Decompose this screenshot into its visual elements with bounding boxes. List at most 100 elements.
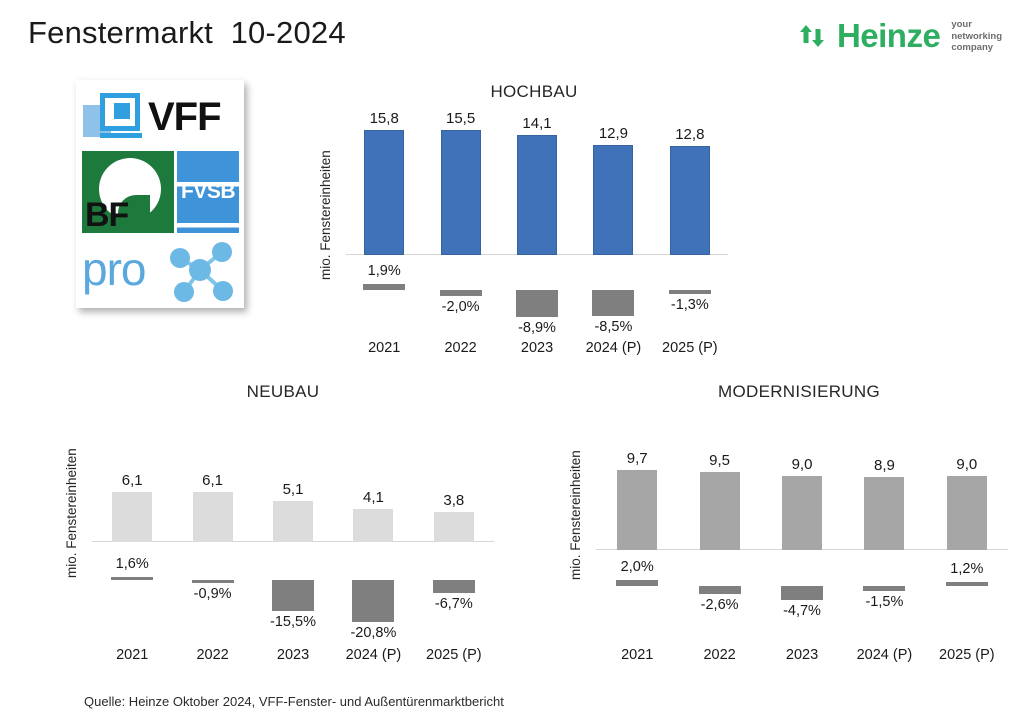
value-label: 8,9 bbox=[873, 457, 895, 475]
value-bar-column[interactable]: 9,5 bbox=[678, 410, 760, 550]
value-label: 12,8 bbox=[675, 126, 705, 144]
change-bar[interactable] bbox=[592, 290, 635, 316]
change-bar-column[interactable]: 2,0% bbox=[596, 559, 678, 646]
change-label: 1,2% bbox=[950, 561, 984, 577]
value-bar-column[interactable]: 15,5 bbox=[422, 110, 498, 255]
value-label: 9,5 bbox=[709, 451, 731, 469]
value-bar-column[interactable]: 12,8 bbox=[652, 110, 728, 255]
value-bar[interactable] bbox=[440, 130, 481, 255]
change-bar[interactable] bbox=[191, 580, 234, 583]
change-label: -4,7% bbox=[783, 603, 821, 619]
change-bar[interactable] bbox=[698, 586, 741, 594]
x-axis-tick-label: 2025 (P) bbox=[426, 647, 482, 663]
value-bar[interactable] bbox=[364, 130, 405, 255]
chart-title: MODERNISIERUNG bbox=[718, 382, 880, 401]
change-bar-column[interactable]: -1,5% bbox=[843, 560, 925, 646]
value-bar[interactable] bbox=[946, 475, 987, 550]
value-bar[interactable] bbox=[517, 134, 558, 255]
change-label: -8,9% bbox=[518, 320, 556, 336]
change-bar[interactable] bbox=[363, 284, 406, 290]
change-bar-column[interactable]: -2,0% bbox=[422, 264, 498, 336]
change-bar-column[interactable]: -1,3% bbox=[652, 264, 728, 336]
x-axis-tick-label: 2023 bbox=[785, 647, 819, 663]
change-bars: 1,9% -2,0% -8,9% -8,5% -1,3% bbox=[346, 263, 728, 336]
change-bar-column[interactable]: -8,9% bbox=[499, 264, 575, 336]
value-bar[interactable] bbox=[273, 500, 314, 542]
change-plot-area: 2,0% -2,6% -4,7% -1,5% 1,2% bbox=[596, 559, 1008, 646]
molecule-icon bbox=[160, 236, 238, 304]
value-label: 5,1 bbox=[282, 480, 304, 498]
change-bars: 1,6% -0,9% -15,5% -20,8% -6,7% bbox=[92, 554, 494, 646]
chart-title: NEUBAU bbox=[246, 382, 320, 401]
value-bar[interactable] bbox=[353, 508, 394, 542]
value-bar-column[interactable]: 9,0 bbox=[926, 410, 1008, 550]
value-bar-column[interactable]: 9,0 bbox=[761, 410, 843, 550]
value-bar[interactable] bbox=[782, 475, 823, 550]
association-logo-block: VFF BF FVSB pro bbox=[76, 80, 244, 308]
x-axis-tick-label: 2021 bbox=[621, 647, 654, 663]
value-label: 14,1 bbox=[522, 114, 552, 132]
pro-label: pro bbox=[82, 243, 146, 295]
chart-title: HOCHBAU bbox=[490, 82, 578, 101]
change-bar-column[interactable]: 1,2% bbox=[926, 560, 1008, 646]
value-bar-column[interactable]: 15,8 bbox=[346, 110, 422, 255]
value-bar[interactable] bbox=[864, 477, 905, 550]
change-bar[interactable] bbox=[432, 580, 475, 593]
change-bar[interactable] bbox=[781, 586, 824, 600]
brand-tagline-line1: your bbox=[951, 19, 972, 30]
vff-label: VFF bbox=[148, 95, 222, 139]
value-label: 12,9 bbox=[598, 124, 629, 142]
change-label: 1,9% bbox=[367, 263, 401, 279]
change-bar-column[interactable]: -20,8% bbox=[333, 554, 413, 646]
change-bar[interactable] bbox=[945, 582, 988, 586]
x-axis-tick-label: 2022 bbox=[444, 340, 477, 356]
brand-name: Heinze bbox=[836, 17, 941, 55]
change-bar-column[interactable]: -8,5% bbox=[575, 264, 651, 336]
value-bar-column[interactable]: 8,9 bbox=[843, 410, 925, 550]
change-bar[interactable] bbox=[668, 290, 711, 294]
change-bar-column[interactable]: -6,7% bbox=[414, 554, 494, 646]
value-bar-column[interactable]: 4,1 bbox=[333, 404, 413, 542]
change-bar[interactable] bbox=[516, 290, 559, 317]
value-label: 15,5 bbox=[446, 110, 476, 127]
value-bars: 6,1 6,1 5,1 4,1 3,8 bbox=[92, 404, 494, 542]
change-bar-column[interactable]: 1,6% bbox=[92, 554, 172, 646]
change-bar[interactable] bbox=[863, 586, 906, 591]
value-bar-column[interactable]: 9,7 bbox=[596, 410, 678, 550]
change-label: -20,8% bbox=[350, 625, 397, 641]
value-bar[interactable] bbox=[192, 492, 233, 542]
value-bar-column[interactable]: 3,8 bbox=[414, 404, 494, 542]
value-label: 9,7 bbox=[626, 450, 648, 468]
value-bars: 15,8 15,5 14,1 12,9 12,8 bbox=[346, 110, 728, 255]
change-bar[interactable] bbox=[352, 580, 395, 622]
x-axis-categories: 2021 2022 2023 2024 (P) 2025 (P) bbox=[92, 647, 494, 663]
brand-tagline: your networking company bbox=[951, 19, 1002, 54]
change-bar-column[interactable]: -15,5% bbox=[253, 554, 333, 646]
change-bar[interactable] bbox=[439, 290, 482, 296]
value-bar[interactable] bbox=[617, 470, 658, 550]
change-bar[interactable] bbox=[616, 580, 659, 586]
value-label: 4,1 bbox=[362, 488, 384, 506]
value-bar[interactable] bbox=[433, 511, 474, 542]
value-label: 6,1 bbox=[121, 472, 143, 490]
value-bar[interactable] bbox=[593, 144, 634, 255]
change-bar-column[interactable]: 1,9% bbox=[346, 263, 422, 336]
value-bar[interactable] bbox=[699, 471, 740, 550]
value-bar-column[interactable]: 14,1 bbox=[499, 110, 575, 255]
vff-window-icon bbox=[82, 89, 146, 145]
value-bar-column[interactable]: 5,1 bbox=[253, 404, 333, 542]
value-bar-column[interactable]: 6,1 bbox=[172, 404, 252, 542]
x-axis-tick-label: 2021 bbox=[116, 647, 149, 663]
change-bar-column[interactable]: -4,7% bbox=[761, 560, 843, 646]
change-bar[interactable] bbox=[272, 580, 315, 611]
value-bar-column[interactable]: 6,1 bbox=[92, 404, 172, 542]
change-bar-column[interactable]: -2,6% bbox=[678, 560, 760, 646]
value-bar-column[interactable]: 12,9 bbox=[575, 110, 651, 255]
heinze-logo: Heinze your networking company bbox=[796, 18, 1002, 54]
x-axis-tick-label: 2022 bbox=[196, 647, 229, 663]
change-bar[interactable] bbox=[111, 577, 154, 580]
value-bar[interactable] bbox=[112, 492, 153, 542]
change-bar-column[interactable]: -0,9% bbox=[172, 554, 252, 646]
y-axis-label: mio. Fenstereinheiten bbox=[568, 450, 583, 580]
value-bar[interactable] bbox=[669, 146, 710, 255]
